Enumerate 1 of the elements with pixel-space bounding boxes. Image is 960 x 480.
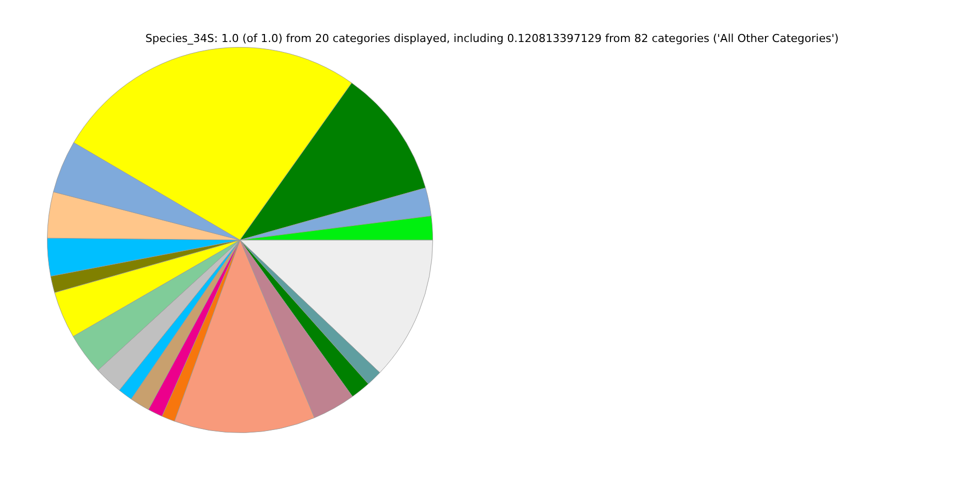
text: Species_34S: 1.0 (of 1.0) from 20 categories displayed, including 0.120813397129 from 82 categories ('All Other Categories')	[144, 32, 840, 45]
